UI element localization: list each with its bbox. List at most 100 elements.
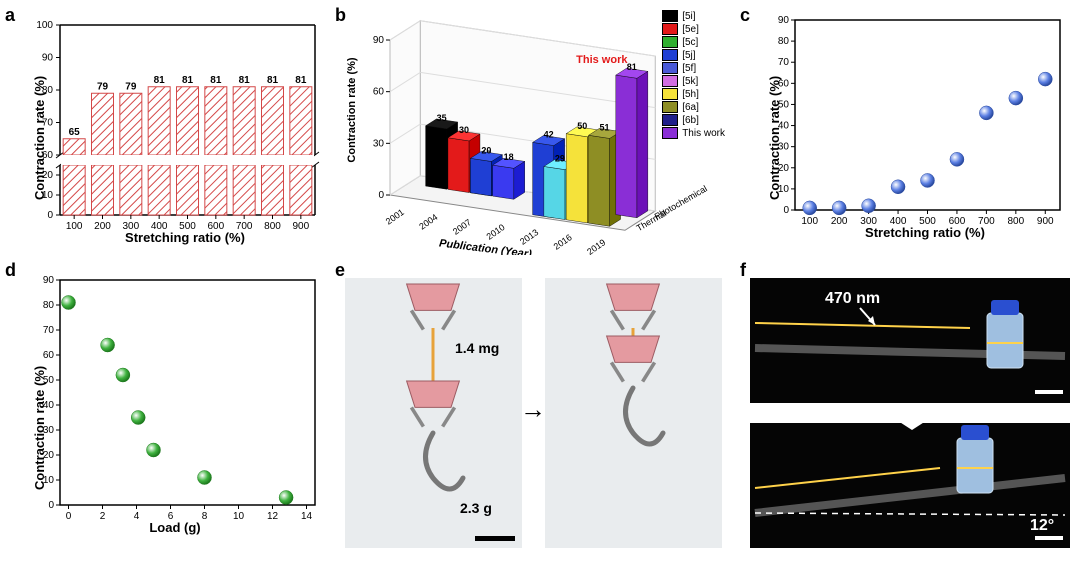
svg-text:90: 90 — [43, 275, 55, 286]
svg-text:90: 90 — [778, 15, 790, 26]
legend-swatch — [662, 101, 678, 113]
legend-swatch — [662, 10, 678, 22]
legend-label: [6b] — [682, 115, 699, 126]
svg-text:0: 0 — [66, 511, 72, 520]
svg-text:100: 100 — [36, 20, 53, 31]
legend-swatch — [662, 75, 678, 87]
svg-text:81: 81 — [267, 75, 279, 86]
svg-text:400: 400 — [151, 221, 168, 230]
svg-text:90: 90 — [42, 53, 54, 64]
legend-swatch — [662, 49, 678, 61]
svg-text:500: 500 — [919, 216, 936, 225]
svg-text:0: 0 — [47, 210, 53, 221]
svg-text:→: → — [520, 394, 546, 424]
panel-b-legend: [5i][5e][5c][5j][5f][5k][5h][6a][6b]This… — [662, 10, 725, 140]
svg-text:470 nm: 470 nm — [825, 290, 880, 307]
svg-text:80: 80 — [778, 36, 790, 47]
svg-text:2010: 2010 — [485, 222, 507, 242]
panel-f-svg: 470 nm 12° — [740, 278, 1075, 558]
svg-text:10: 10 — [43, 475, 55, 486]
svg-text:This work: This work — [576, 54, 628, 66]
svg-text:51: 51 — [600, 122, 610, 132]
svg-text:300: 300 — [122, 221, 139, 230]
svg-text:600: 600 — [207, 221, 224, 230]
svg-text:100: 100 — [801, 216, 818, 225]
svg-text:900: 900 — [292, 221, 309, 230]
svg-text:700: 700 — [236, 221, 253, 230]
svg-text:50: 50 — [577, 121, 587, 131]
svg-text:200: 200 — [831, 216, 848, 225]
panel-e-svg: 1.4 mg 2.3 g → — [335, 278, 730, 566]
panel-b: b 0306090Contraction rate (%)20012004200… — [335, 0, 730, 255]
legend-item: [5c] — [662, 36, 725, 48]
svg-text:81: 81 — [210, 75, 222, 86]
legend-item: [5h] — [662, 88, 725, 100]
svg-text:80: 80 — [42, 85, 54, 96]
svg-text:70: 70 — [778, 57, 790, 68]
svg-text:12°: 12° — [1030, 517, 1054, 534]
legend-swatch — [662, 62, 678, 74]
svg-text:81: 81 — [295, 75, 307, 86]
legend-label: [5f] — [682, 63, 696, 74]
svg-text:70: 70 — [42, 118, 54, 129]
svg-text:0: 0 — [378, 190, 384, 201]
svg-text:10: 10 — [233, 511, 245, 520]
svg-text:2019: 2019 — [585, 237, 607, 255]
svg-text:30: 30 — [459, 125, 469, 135]
panel-a-svg: 0102060708090100651007920079300814008150… — [5, 0, 325, 230]
svg-text:Contraction rate (%): Contraction rate (%) — [346, 57, 358, 162]
svg-text:42: 42 — [544, 130, 554, 140]
legend-item: This work — [662, 127, 725, 139]
legend-swatch — [662, 88, 678, 100]
panel-c-xlabel: Stretching ratio (%) — [835, 225, 1015, 240]
svg-text:10: 10 — [778, 184, 790, 195]
svg-text:700: 700 — [978, 216, 995, 225]
legend-item: [6a] — [662, 101, 725, 113]
svg-text:2016: 2016 — [552, 232, 574, 252]
legend-label: [5k] — [682, 76, 698, 87]
svg-text:20: 20 — [778, 163, 790, 174]
svg-text:800: 800 — [264, 221, 281, 230]
legend-item: [6b] — [662, 114, 725, 126]
panel-a: a Contraction rate (%) Stretching ratio … — [5, 0, 325, 255]
legend-swatch — [662, 23, 678, 35]
svg-text:40: 40 — [778, 121, 790, 132]
panel-d-svg: 010203040506070809002468101214 — [5, 260, 325, 520]
svg-text:80: 80 — [43, 300, 55, 311]
svg-text:79: 79 — [125, 81, 137, 92]
svg-text:81: 81 — [239, 75, 251, 86]
svg-text:20: 20 — [42, 170, 54, 181]
panel-e: e 1.4 mg2.3 g→ — [335, 260, 730, 555]
svg-text:60: 60 — [43, 350, 55, 361]
svg-text:500: 500 — [179, 221, 196, 230]
svg-text:30: 30 — [43, 425, 55, 436]
svg-text:65: 65 — [69, 127, 81, 138]
panel-c: c Contraction rate (%) Stretching ratio … — [740, 0, 1070, 255]
svg-text:2.3 g: 2.3 g — [460, 500, 492, 516]
svg-text:60: 60 — [778, 78, 790, 89]
svg-text:1.4 mg: 1.4 mg — [455, 340, 499, 356]
legend-item: [5k] — [662, 75, 725, 87]
panel-a-xlabel: Stretching ratio (%) — [95, 230, 275, 245]
svg-text:2004: 2004 — [417, 212, 439, 232]
legend-item: [5i] — [662, 10, 725, 22]
legend-swatch — [662, 114, 678, 126]
legend-label: [6a] — [682, 102, 699, 113]
svg-text:70: 70 — [43, 325, 55, 336]
svg-text:81: 81 — [182, 75, 194, 86]
svg-text:6: 6 — [168, 511, 174, 520]
svg-text:35: 35 — [437, 113, 447, 123]
legend-label: [5c] — [682, 37, 698, 48]
panel-c-svg: 0102030405060708090100200300400500600700… — [740, 0, 1070, 225]
svg-text:4: 4 — [134, 511, 140, 520]
svg-text:81: 81 — [154, 75, 166, 86]
svg-text:10: 10 — [42, 190, 54, 201]
svg-text:30: 30 — [778, 142, 790, 153]
svg-text:2007: 2007 — [451, 217, 473, 237]
svg-text:30: 30 — [373, 138, 385, 149]
legend-item: [5e] — [662, 23, 725, 35]
svg-text:60: 60 — [373, 87, 385, 98]
svg-text:400: 400 — [890, 216, 907, 225]
svg-text:79: 79 — [97, 81, 109, 92]
svg-text:2013: 2013 — [518, 227, 540, 247]
